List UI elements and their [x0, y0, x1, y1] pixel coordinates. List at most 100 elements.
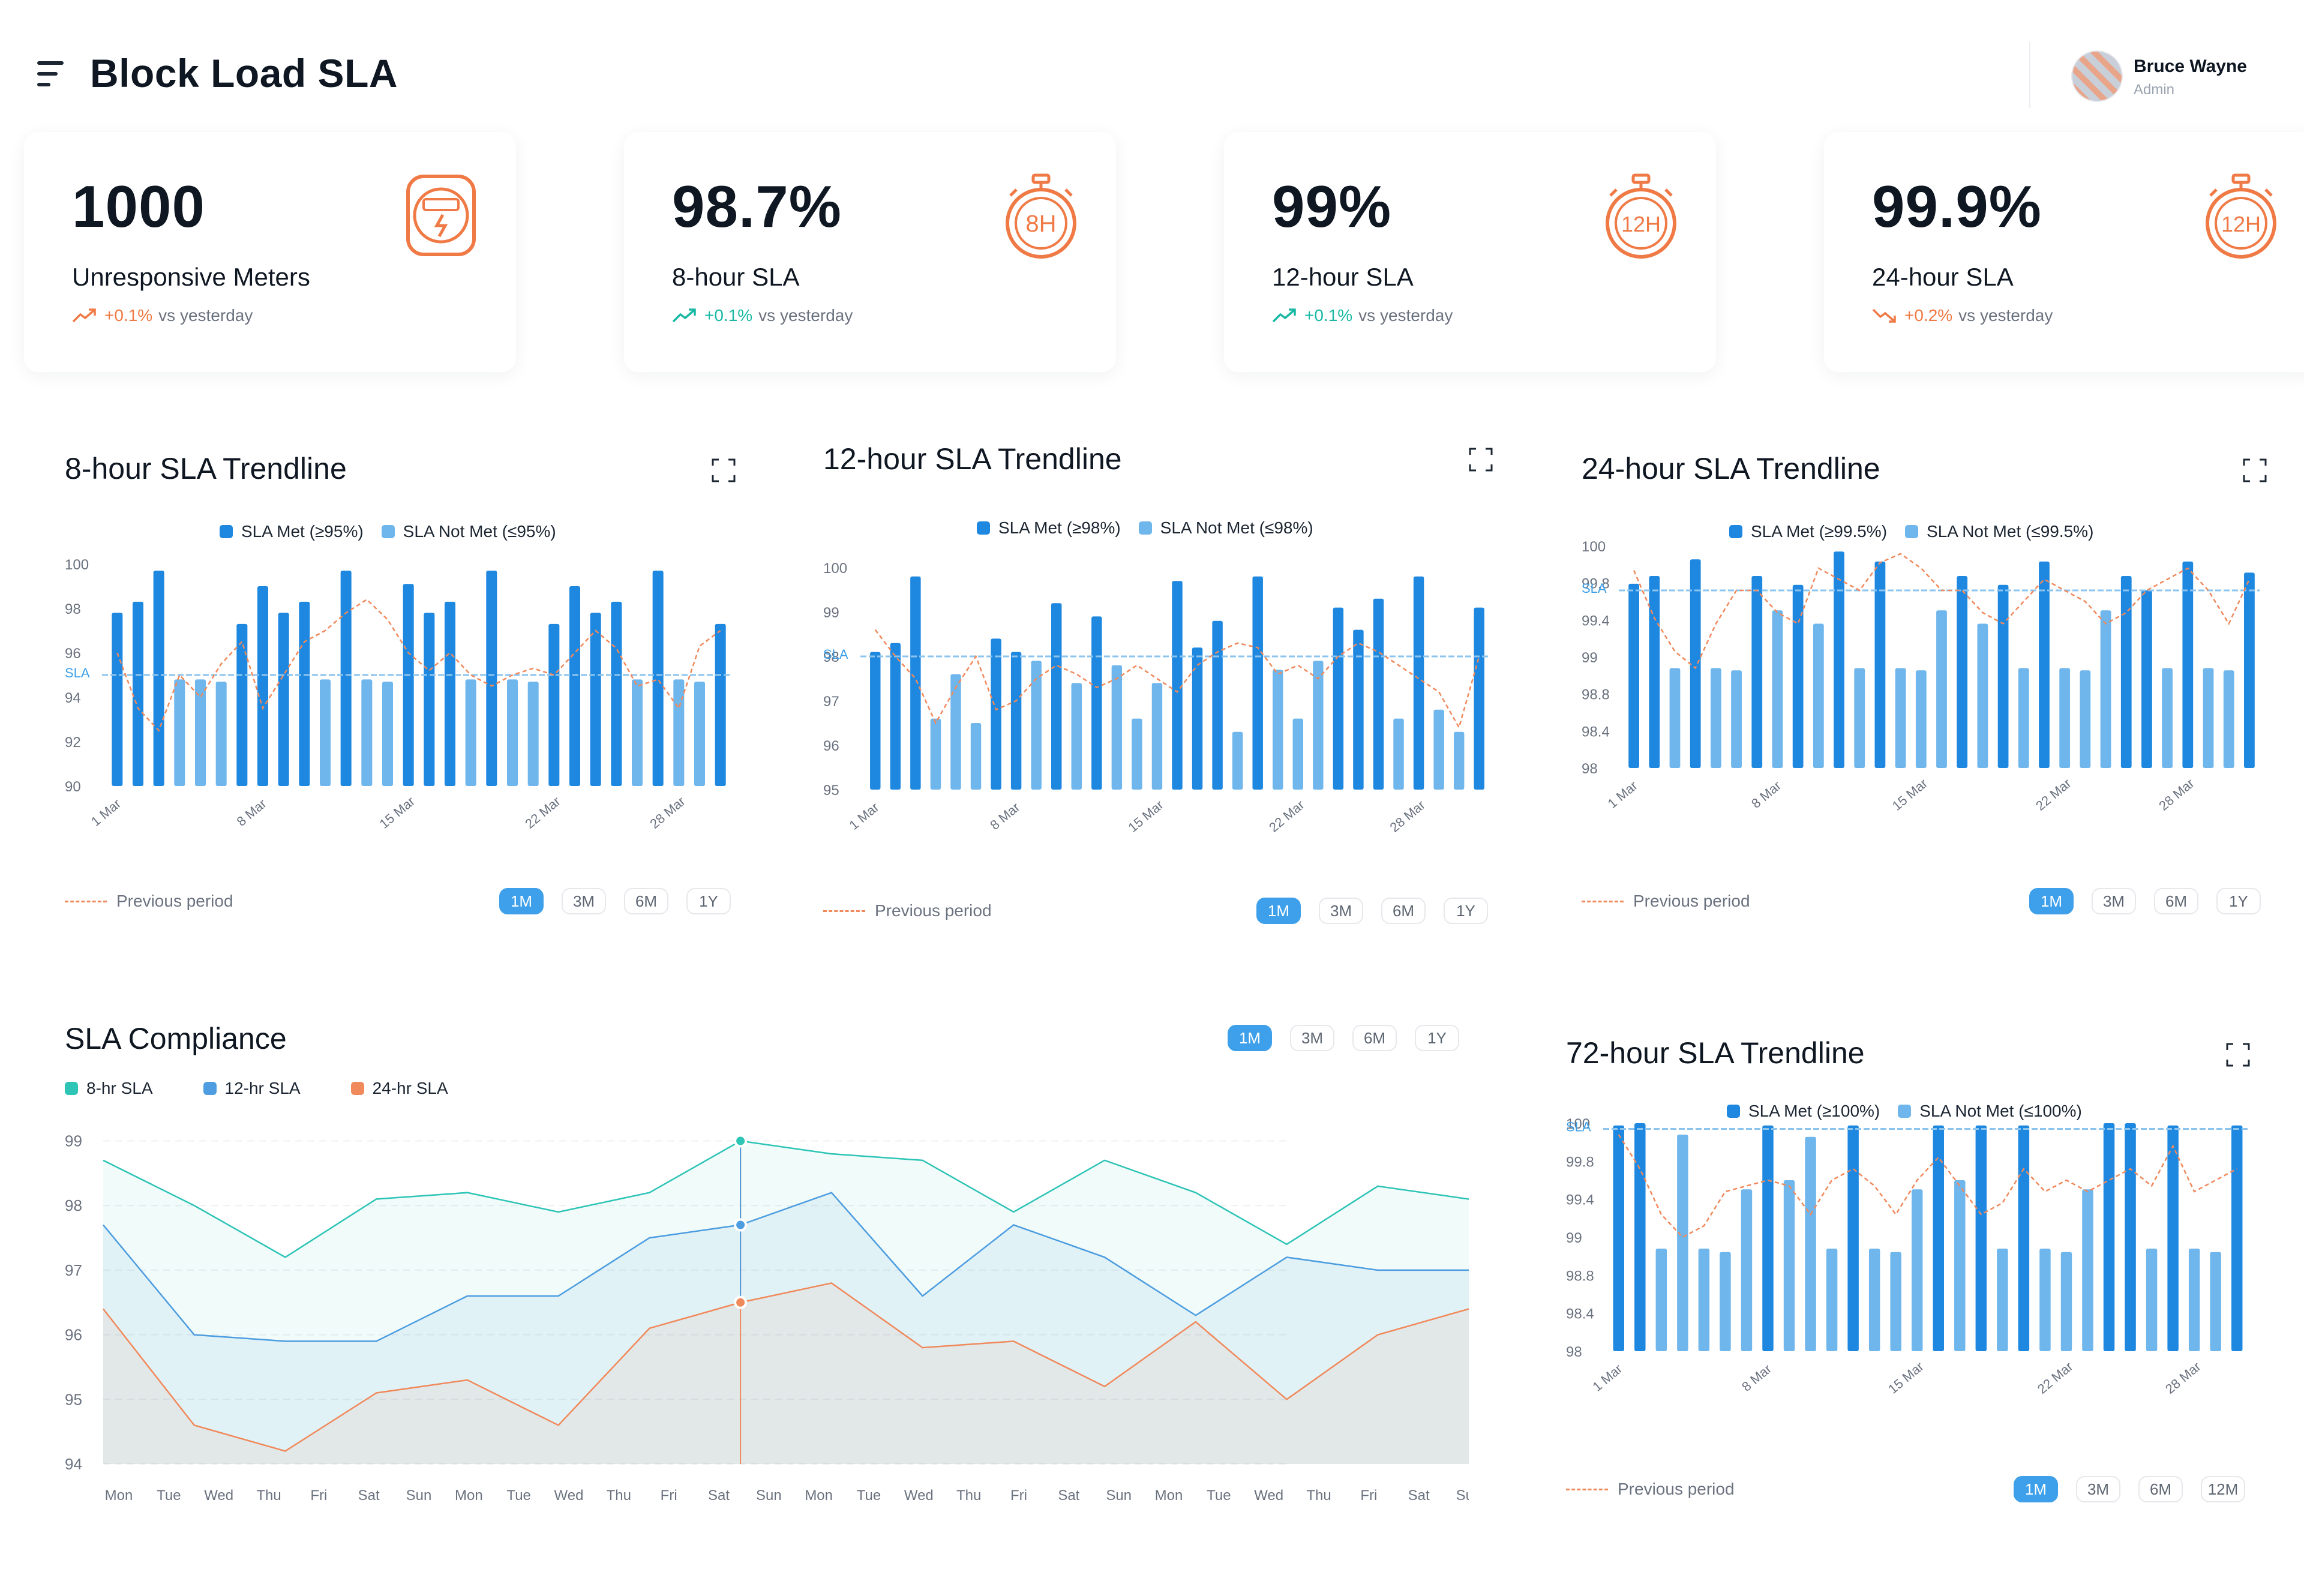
bar[interactable]: [1252, 576, 1263, 790]
bar[interactable]: [1474, 607, 1484, 790]
bar[interactable]: [1634, 1123, 1646, 1351]
bar[interactable]: [2103, 1123, 2115, 1351]
bar[interactable]: [1273, 670, 1283, 790]
legend-item[interactable]: SLA Met (≥99.5%): [1729, 522, 1887, 541]
bar[interactable]: [1172, 581, 1183, 790]
menu-icon[interactable]: [37, 61, 68, 88]
hover-point[interactable]: [734, 1134, 748, 1148]
bar[interactable]: [1792, 584, 1804, 768]
bar[interactable]: [1010, 652, 1022, 790]
legend-item[interactable]: 12-hr SLA: [203, 1079, 301, 1098]
bar[interactable]: [1313, 661, 1324, 790]
bar[interactable]: [548, 623, 560, 786]
expand-icon[interactable]: [2243, 458, 2267, 482]
bar[interactable]: [527, 682, 539, 786]
bar[interactable]: [361, 679, 373, 786]
bar[interactable]: [1333, 607, 1344, 790]
bar[interactable]: [340, 571, 352, 786]
bar[interactable]: [694, 682, 706, 786]
bar[interactable]: [153, 571, 164, 786]
bar[interactable]: [2244, 572, 2255, 768]
bar[interactable]: [1834, 551, 1844, 768]
bar[interactable]: [950, 674, 961, 790]
user-name[interactable]: Bruce Wayne: [2134, 56, 2247, 76]
legend-item[interactable]: 8-hr SLA: [65, 1079, 153, 1098]
series-line[interactable]: [103, 1282, 1469, 1452]
range-button-6M[interactable]: 6M: [2138, 1476, 2183, 1502]
bar[interactable]: [1393, 718, 1404, 790]
range-button-3M[interactable]: 3M: [1319, 898, 1363, 924]
range-button-1Y[interactable]: 1Y: [686, 888, 731, 914]
avatar[interactable]: [2071, 50, 2123, 102]
range-button-6M[interactable]: 6M: [1381, 898, 1426, 924]
range-button-12M[interactable]: 12M: [2201, 1476, 2245, 1502]
bar[interactable]: [1212, 620, 1223, 790]
bar[interactable]: [1933, 1125, 1945, 1351]
range-button-1Y[interactable]: 1Y: [1415, 1025, 1459, 1051]
bar[interactable]: [2210, 1252, 2221, 1351]
bar[interactable]: [444, 601, 456, 786]
bar[interactable]: [2018, 668, 2029, 769]
bar[interactable]: [1373, 598, 1384, 790]
bar[interactable]: [2059, 668, 2071, 769]
bar[interactable]: [1669, 668, 1681, 769]
range-button-1Y[interactable]: 1Y: [1444, 898, 1488, 924]
bar[interactable]: [112, 613, 123, 786]
bar[interactable]: [1874, 561, 1886, 768]
bar[interactable]: [1805, 1136, 1816, 1351]
bar[interactable]: [1741, 1189, 1753, 1351]
bar[interactable]: [2018, 1125, 2030, 1351]
bar[interactable]: [1783, 1180, 1795, 1351]
bar[interactable]: [1854, 668, 1865, 769]
bar[interactable]: [236, 623, 248, 786]
bar[interactable]: [1111, 665, 1123, 790]
bar[interactable]: [590, 613, 601, 786]
bar[interactable]: [319, 679, 331, 786]
legend-item[interactable]: SLA Met (≥95%): [220, 522, 364, 541]
bar[interactable]: [403, 584, 414, 786]
bar[interactable]: [1091, 616, 1102, 790]
bar[interactable]: [1071, 683, 1082, 790]
bar[interactable]: [2182, 561, 2194, 768]
bar[interactable]: [194, 679, 206, 786]
bar[interactable]: [2162, 668, 2173, 769]
bar[interactable]: [1292, 718, 1304, 790]
bar[interactable]: [2039, 561, 2050, 768]
legend-item[interactable]: SLA Not Met (≤100%): [1898, 1102, 2082, 1121]
bar[interactable]: [1613, 1125, 1625, 1351]
bar[interactable]: [215, 682, 227, 786]
bar[interactable]: [1731, 670, 1742, 768]
range-button-3M[interactable]: 3M: [1290, 1025, 1334, 1051]
range-button-1M[interactable]: 1M: [1256, 898, 1301, 924]
bar[interactable]: [930, 718, 941, 790]
range-button-6M[interactable]: 6M: [624, 888, 668, 914]
bar[interactable]: [890, 643, 901, 790]
legend-item[interactable]: SLA Met (≥100%): [1727, 1102, 1880, 1121]
bar[interactable]: [1813, 623, 1824, 769]
bar[interactable]: [132, 601, 144, 786]
bar[interactable]: [611, 601, 622, 786]
bar[interactable]: [278, 613, 289, 786]
bar[interactable]: [1997, 584, 2009, 768]
bar[interactable]: [1720, 1252, 1731, 1351]
expand-icon[interactable]: [712, 458, 736, 482]
bar[interactable]: [652, 571, 664, 786]
range-button-1M[interactable]: 1M: [2014, 1476, 2058, 1502]
expand-icon[interactable]: [1469, 448, 1493, 472]
bar[interactable]: [2125, 1123, 2136, 1351]
bar[interactable]: [970, 723, 982, 790]
bar[interactable]: [2188, 1249, 2200, 1351]
bar[interactable]: [1826, 1249, 1838, 1351]
bar[interactable]: [991, 638, 1001, 790]
legend-item[interactable]: 24-hr SLA: [350, 1079, 448, 1098]
bar[interactable]: [424, 613, 435, 786]
bar[interactable]: [715, 623, 726, 786]
bar[interactable]: [1915, 670, 1927, 768]
bar[interactable]: [1954, 1180, 1966, 1351]
range-button-3M[interactable]: 3M: [562, 888, 606, 914]
range-button-3M[interactable]: 3M: [2076, 1476, 2120, 1502]
bar[interactable]: [569, 586, 581, 786]
bar[interactable]: [1232, 731, 1243, 790]
range-button-1M[interactable]: 1M: [2029, 888, 2074, 914]
bar[interactable]: [1690, 559, 1701, 768]
